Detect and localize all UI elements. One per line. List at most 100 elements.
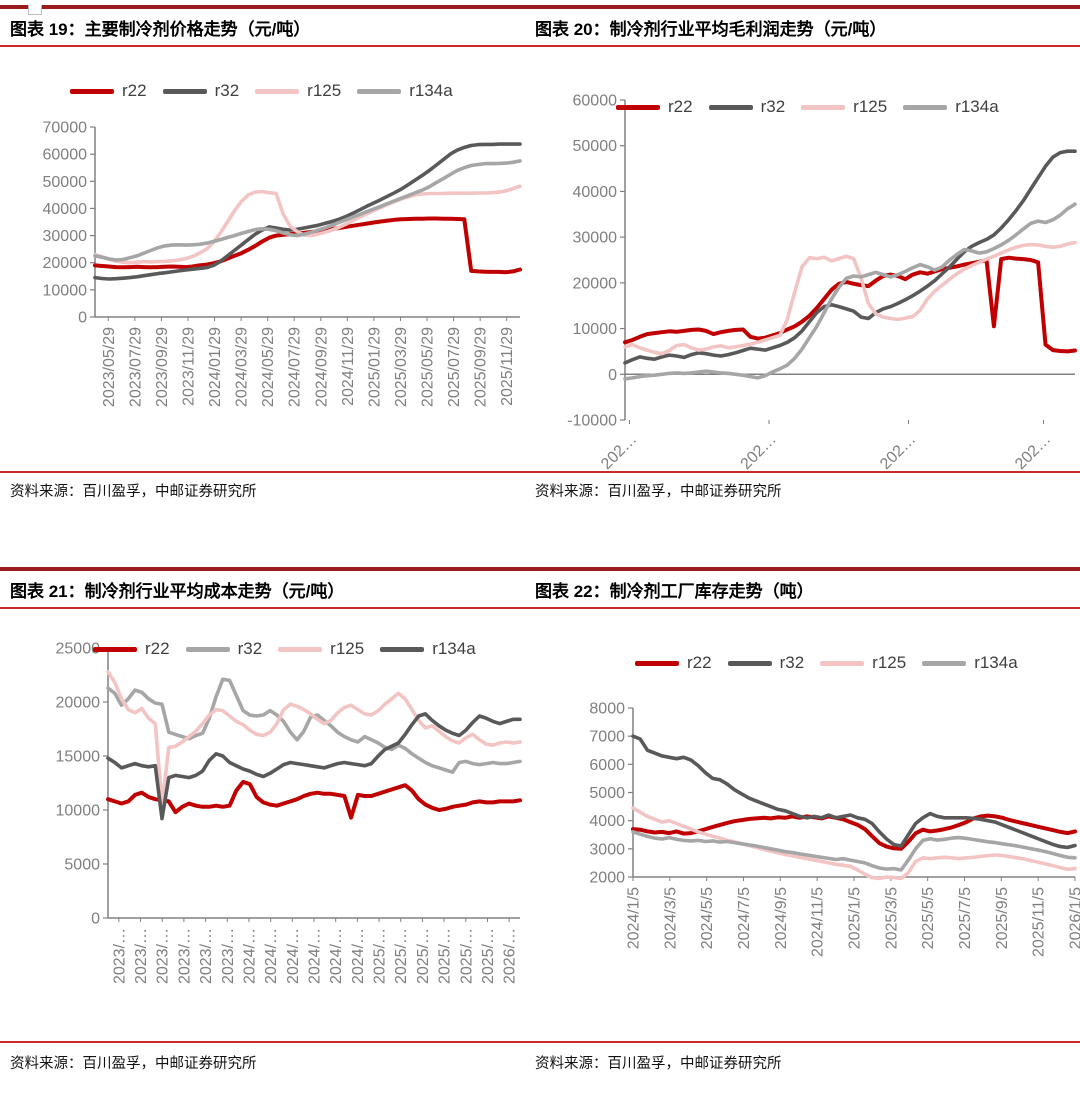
y-tick-label: 3000 [589, 841, 625, 858]
legend-label: r134a [955, 97, 998, 117]
series-line-r32 [95, 144, 520, 279]
figure-22-source: 资料来源：百川盈孚，中邮证券研究所 [530, 1052, 782, 1073]
y-tick-label: 30000 [43, 228, 88, 245]
x-tick-label: 2025/11/5 [1031, 887, 1048, 957]
legend-swatch-r125 [820, 661, 864, 666]
x-tick-label: 2025/7/5 [957, 887, 974, 949]
x-tick-label: 2024/03/29 [234, 327, 251, 407]
legend-label: r125 [330, 639, 364, 659]
legend-label: r32 [780, 653, 805, 673]
x-tick-label: 2024/09/29 [313, 327, 330, 407]
x-tick-label: 2024/05/29 [260, 327, 277, 407]
x-tick-label: 2025/07/29 [446, 327, 463, 407]
legend-swatch-r125 [801, 105, 845, 110]
x-tick-label: 2025/05/29 [420, 327, 437, 407]
series-line-r125 [95, 186, 520, 263]
figure-section-2: 图表 21：制冷剂行业平均成本走势（元/吨） 图表 22：制冷剂工厂库存走势（吨… [0, 567, 1080, 1088]
x-tick-label: 2024/… [241, 928, 258, 984]
y-tick-label: 40000 [573, 184, 618, 201]
y-tick-label: 60000 [43, 147, 88, 164]
legend-item-r32: r32 [728, 653, 805, 673]
y-tick-label: 5000 [64, 857, 100, 874]
legend-swatch-r32 [709, 105, 753, 110]
x-tick-label: 2025/1/5 [847, 887, 864, 949]
legend-label: r32 [238, 639, 263, 659]
legend-label: r32 [761, 97, 786, 117]
chart-21-plot: 05000100001500020000250002023/…2023/…202… [0, 609, 540, 1041]
x-tick-label: 2023/… [111, 928, 128, 984]
legend-label: r22 [122, 81, 147, 101]
y-tick-label: 20000 [56, 695, 101, 712]
x-tick-label: 2024/7/5 [736, 887, 753, 949]
legend-item-r125: r125 [820, 653, 906, 673]
x-tick-label: 2024/11/5 [810, 887, 827, 957]
y-tick-label: 50000 [573, 138, 618, 155]
x-tick-label: 2024/… [307, 928, 324, 984]
titles-row: 图表 21：制冷剂行业平均成本走势（元/吨） 图表 22：制冷剂工厂库存走势（吨… [0, 571, 1080, 607]
chart-19-legend: r22 r32 r125 r134a [70, 81, 469, 101]
series-line-r32 [108, 679, 520, 772]
legend-swatch-r134a [903, 105, 947, 110]
x-tick-label: 2025/… [458, 928, 475, 984]
legend-swatch-r134a [380, 647, 424, 652]
x-tick-label: 2024/5/5 [699, 887, 716, 949]
x-tick-label: 2023/07/29 [127, 327, 144, 407]
legend-item-r22: r22 [93, 639, 170, 659]
x-tick-label: 202… [877, 431, 919, 471]
legend-item-r125: r125 [255, 81, 341, 101]
x-tick-label: 202… [1012, 431, 1054, 471]
x-tick-label: 202… [598, 431, 640, 471]
y-tick-label: 70000 [43, 120, 88, 137]
x-tick-label: 2025/09/29 [473, 327, 490, 407]
figure-20-source: 资料来源：百川盈孚，中邮证券研究所 [530, 480, 782, 501]
x-tick-label: 2024/… [350, 928, 367, 984]
legend-label: r134a [974, 653, 1017, 673]
x-tick-label: 202… [738, 431, 780, 471]
chart-21-legend: r22 r32 r125 r134a [93, 639, 492, 659]
legend-label: r22 [687, 653, 712, 673]
sources-row: 资料来源：百川盈孚，中邮证券研究所 资料来源：百川盈孚，中邮证券研究所 [0, 1043, 1080, 1088]
x-tick-label: 2025/… [372, 928, 389, 984]
legend-swatch-r22 [93, 647, 137, 652]
chart-20-legend: r22 r32 r125 r134a [616, 97, 1015, 117]
y-tick-label: 30000 [573, 230, 618, 247]
legend-item-r134a: r134a [922, 653, 1017, 673]
legend-label: r22 [145, 639, 170, 659]
legend-item-r134a: r134a [357, 81, 452, 101]
legend-label: r32 [215, 81, 240, 101]
x-tick-label: 2025/… [415, 928, 432, 984]
x-tick-label: 2025/5/5 [920, 887, 937, 949]
legend-label: r125 [307, 81, 341, 101]
x-tick-label: 2024/9/5 [773, 887, 790, 949]
legend-label: r22 [668, 97, 693, 117]
x-tick-label: 2024/… [328, 928, 345, 984]
y-tick-label: 8000 [589, 701, 625, 718]
x-tick-label: 2025/9/5 [994, 887, 1011, 949]
x-tick-label: 2023/… [133, 928, 150, 984]
series-line-r125 [108, 672, 520, 805]
legend-item-r134a: r134a [380, 639, 475, 659]
legend-item-r22: r22 [70, 81, 147, 101]
legend-label: r125 [853, 97, 887, 117]
y-tick-label: 20000 [43, 255, 88, 272]
y-tick-label: 4000 [589, 813, 625, 830]
x-tick-label: 2025/… [480, 928, 497, 984]
legend-item-r125: r125 [278, 639, 364, 659]
x-tick-label: 2024/11/29 [340, 327, 357, 406]
x-tick-label: 2024/… [285, 928, 302, 984]
y-tick-label: 5000 [589, 785, 625, 802]
corner-artifact [28, 5, 42, 15]
y-tick-label: 20000 [573, 275, 618, 292]
y-tick-label: 0 [91, 911, 100, 928]
x-tick-label: 2025/11/29 [499, 327, 516, 406]
x-tick-label: 2023/11/29 [180, 327, 197, 406]
y-tick-label: 2000 [589, 870, 625, 887]
legend-swatch-r22 [616, 105, 660, 110]
series-line-r134a [95, 161, 520, 260]
